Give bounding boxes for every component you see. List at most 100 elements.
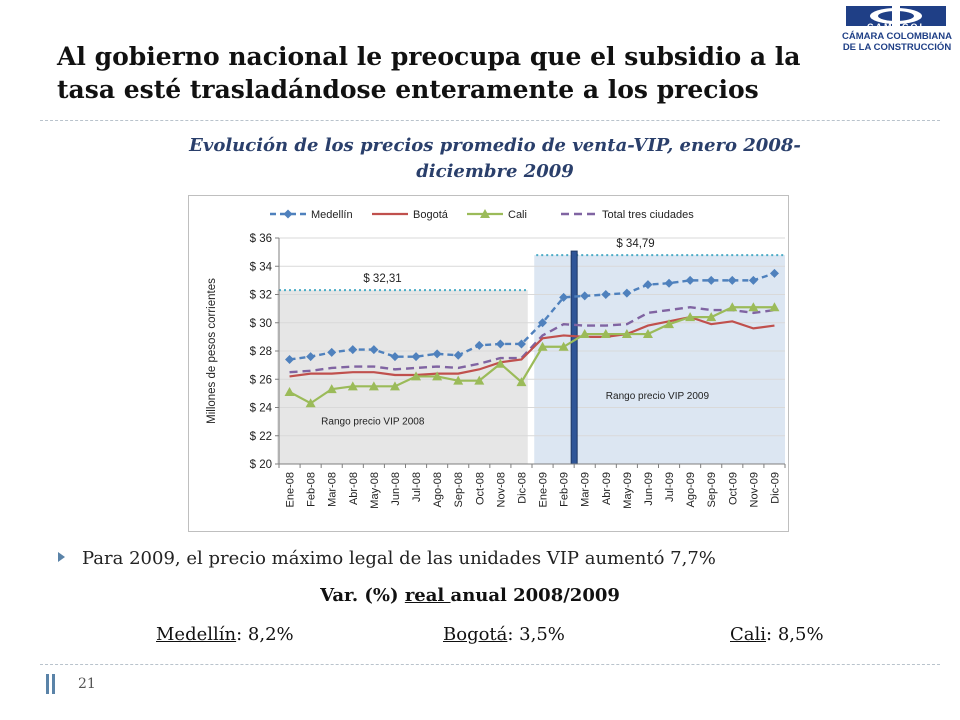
price-cap-label: $ 34,79 [616,238,654,250]
data-point-medellin [580,291,590,301]
legend-marker-cali [480,209,490,218]
data-point-medellin [664,278,674,288]
x-tick-label: Jul-08 [411,472,423,502]
slide-title-line-2: tasa esté trasladándose enteramente a lo… [57,75,759,104]
x-tick-label: May-08 [369,472,381,509]
data-point-cali [727,302,738,312]
data-point-cali [453,375,464,385]
x-tick-label: Oct-08 [474,472,486,505]
x-tick-label: Feb-09 [559,472,571,507]
y-tick-label: $ 34 [250,261,273,273]
x-tick-label: Sep-09 [706,472,718,507]
logo-wordmark: CAMACOL [867,22,927,32]
x-tick-label: Abr-08 [348,472,360,505]
page-number: 21 [78,676,96,692]
chart-title: Evolución de los precios promedio de ven… [140,133,850,185]
data-point-medellin [559,292,569,302]
data-point-medellin [685,275,695,285]
data-point-cali [432,371,443,381]
variation-bogota: Bogotá: 3,5% [443,624,565,645]
x-tick-label: Nov-09 [748,472,760,507]
y-tick-label: $ 36 [250,233,272,245]
data-point-cali [664,319,675,329]
data-point-medellin [285,354,295,364]
data-point-cali [495,358,506,368]
data-point-medellin [643,280,653,290]
x-tick-label: Ago-09 [685,472,697,507]
data-point-cali [537,341,548,351]
logo-subtitle-2: DE LA CONSTRUCCIÓN [842,42,952,53]
x-tick-label: Jun-08 [390,472,402,506]
data-point-medellin [432,349,442,359]
series-line-bogota [289,315,775,378]
data-point-medellin [769,268,779,278]
legend-label-total: Total tres ciudades [602,209,694,221]
chart-title-line-2: diciembre 2009 [416,161,574,182]
legend-marker-medellin [283,209,293,219]
legend-label-medellin: Medellín [311,209,353,221]
data-point-cali [305,398,316,408]
data-point-cali [685,312,696,322]
footer-divider [40,664,940,665]
series-line-cali [289,306,775,405]
year-divider-bar [570,250,578,465]
y-tick-label: $ 30 [250,318,272,330]
camacol-logo: CAMACOL CÁMARA COLOMBIANA DE LA CONSTRUC… [838,4,956,64]
series-line-total [289,306,775,374]
y-axis-label: Millones de pesos corrientes [206,278,218,424]
legend-label-cali: Cali [508,209,527,221]
price-chart: Rango precio VIP 2008 Rango precio VIP 20… [188,195,789,532]
data-point-cali [769,302,780,312]
data-point-cali [558,341,569,351]
x-tick-label: Jul-09 [664,472,676,502]
range-band-2008 [277,290,528,464]
x-tick-label: Abr-09 [601,472,613,505]
city-value-medellin: : 8,2% [236,624,294,645]
slide-title: Al gobierno nacional le preocupa que el … [57,40,837,106]
y-tick-label: $ 32 [250,290,272,302]
data-point-medellin [727,275,737,285]
variation-title: Var. (%) real anual 2008/2009 [250,585,690,606]
camacol-emblem-icon [846,6,946,26]
data-point-cali [389,381,400,391]
data-point-medellin [453,350,463,360]
x-tick-label: Ene-08 [285,472,297,507]
y-tick-label: $ 22 [250,431,272,443]
x-tick-label: Oct-09 [727,472,739,505]
data-point-cali [368,381,379,391]
data-point-cali [748,302,759,312]
data-point-cali [474,375,485,385]
data-point-medellin [306,352,316,362]
data-point-medellin [474,340,484,350]
data-point-medellin [369,345,379,355]
range-label-2008: Rango precio VIP 2008 [321,416,425,427]
data-point-medellin [622,288,632,298]
variation-title-real: real [404,585,451,606]
y-tick-label: $ 24 [250,403,273,415]
city-name-medellin: Medellín [156,624,237,645]
y-tick-label: $ 20 [250,459,272,471]
data-point-medellin [327,347,337,357]
data-point-cali [411,371,422,381]
data-point-cali [579,329,590,339]
data-point-medellin [390,352,400,362]
price-cap-label: $ 32,31 [363,273,401,285]
data-point-medellin [495,339,505,349]
x-tick-label: Dic-08 [516,472,528,504]
bullet-item: Para 2009, el precio máximo legal de las… [58,548,858,569]
slide-title-line-1: Al gobierno nacional le preocupa que el … [57,42,801,71]
chart-title-line-1: Evolución de los precios promedio de ven… [189,135,801,156]
price-chart-svg: Rango precio VIP 2008 Rango precio VIP 20… [188,195,789,532]
data-point-medellin [516,339,526,349]
y-tick-label: $ 28 [250,346,272,358]
variation-title-prefix: Var. (%) [320,585,405,606]
x-tick-label: Dic-09 [769,472,781,504]
data-point-cali [347,381,358,391]
data-point-cali [284,386,295,396]
x-tick-label: Feb-08 [306,472,318,507]
x-tick-label: Jun-09 [643,472,655,506]
data-point-cali [642,329,653,339]
x-tick-label: May-09 [622,472,634,509]
data-point-cali [516,377,527,387]
city-name-cali: Cali [730,624,767,645]
